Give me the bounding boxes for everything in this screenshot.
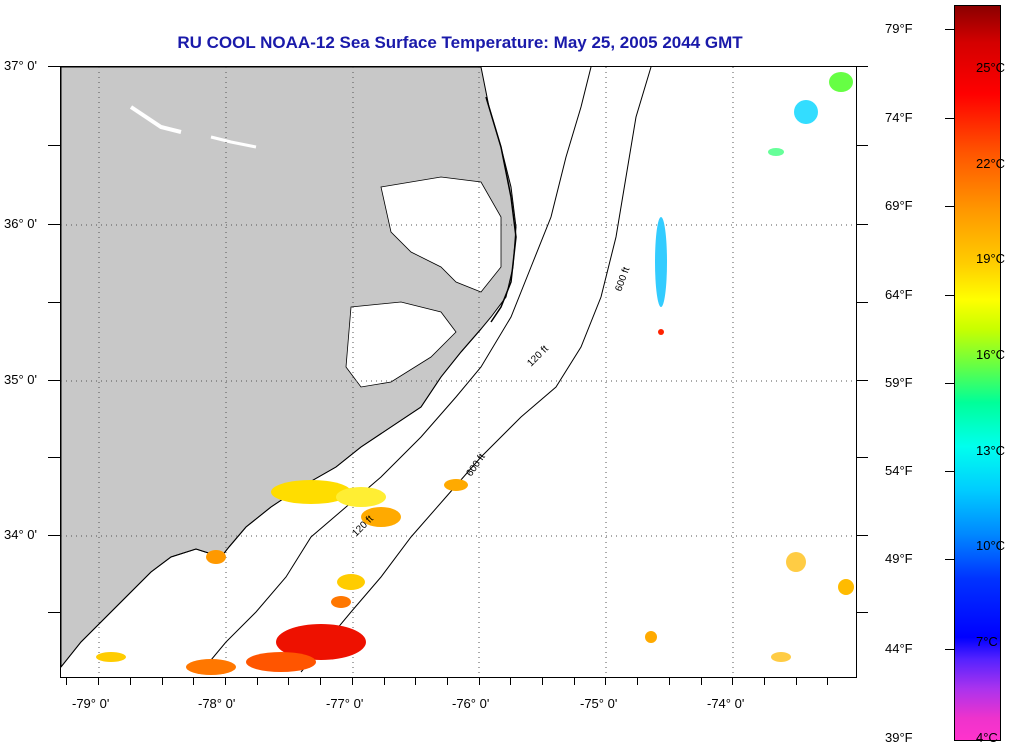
coastline [61, 328, 482, 668]
tick-right [856, 380, 868, 381]
colorbar-f-label: 54°F [885, 463, 913, 478]
colorbar-tick [945, 206, 954, 207]
lat-label-36: 36° 0' [4, 216, 37, 231]
river-2 [210, 135, 257, 149]
tick-right [856, 224, 868, 225]
tick-right [856, 145, 868, 146]
tick-bottom [732, 677, 733, 685]
tick-bottom [288, 677, 289, 685]
tick-left [48, 380, 60, 381]
tick-bottom [415, 677, 416, 685]
tick-left [48, 145, 60, 146]
tick-right [856, 612, 868, 613]
tick-bottom [225, 677, 226, 685]
tick-bottom [701, 677, 702, 685]
tick-left [48, 457, 60, 458]
lat-label-35: 35° 0' [4, 372, 37, 387]
river-1 [129, 105, 182, 134]
colorbar-tick [945, 383, 954, 384]
tick-bottom [542, 677, 543, 685]
tick-bottom [669, 677, 670, 685]
contour-label-600: 600 ft [613, 266, 632, 293]
tick-right [856, 66, 868, 67]
colorbar-f-label: 79°F [885, 21, 913, 36]
tick-bottom [130, 677, 131, 685]
colorbar-f-label: 64°F [885, 287, 913, 302]
tick-left [48, 66, 60, 67]
tick-bottom [162, 677, 163, 685]
colorbar-c-label: 16°C [976, 347, 1006, 362]
contour-label-120: 120 ft [525, 343, 551, 369]
pamlico-sound [345, 301, 457, 388]
tick-bottom [510, 677, 511, 685]
sst-patches [96, 72, 854, 675]
contour-label-600b: 600 ft [464, 452, 487, 479]
map-title: RU COOL NOAA-12 Sea Surface Temperature:… [177, 33, 743, 52]
colorbar-tick [945, 118, 954, 119]
tick-right [856, 302, 868, 303]
colorbar-c-label: 7°C [976, 634, 998, 649]
lon-label-77: -77° 0' [326, 696, 364, 711]
colorbar-f-label: 44°F [885, 641, 913, 656]
tick-left [48, 302, 60, 303]
tick-bottom [193, 677, 194, 685]
colorbar-c-label: 10°C [976, 538, 1006, 553]
lon-label-75: -75° 0' [580, 696, 618, 711]
colorbar-f-label: 39°F [885, 730, 913, 745]
colorbar-tick [945, 559, 954, 560]
colorbar-tick [945, 649, 954, 650]
lat-label-34: 34° 0' [4, 527, 37, 542]
colorbar-c-label: 25°C [976, 60, 1006, 75]
barrier-islands [485, 96, 517, 323]
lon-label-79: -79° 0' [72, 696, 110, 711]
colorbar-f-label: 49°F [885, 551, 913, 566]
colorbar-f-label: 59°F [885, 375, 913, 390]
tick-right [856, 535, 868, 536]
lon-label-76: -76° 0' [452, 696, 490, 711]
land-mass [61, 67, 517, 668]
colorbar-f-label: 74°F [885, 110, 913, 125]
sst-map: 120 ft 600 ft 120 ft 600 ft [60, 66, 857, 678]
tick-left [48, 224, 60, 225]
lon-label-78: -78° 0' [198, 696, 236, 711]
tick-bottom [827, 677, 828, 685]
tick-bottom [605, 677, 606, 685]
tick-left [48, 535, 60, 536]
tick-bottom [320, 677, 321, 685]
tick-bottom [447, 677, 448, 685]
lon-label-74: -74° 0' [707, 696, 745, 711]
colorbar-c-label: 4°C [976, 730, 998, 745]
colorbar-tick [945, 471, 954, 472]
colorbar-f-label: 69°F [885, 198, 913, 213]
tick-bottom [479, 677, 480, 685]
colorbar-c-label: 22°C [976, 156, 1006, 171]
tick-bottom [98, 677, 99, 685]
colorbar-tick [945, 29, 954, 30]
map-canvas: 120 ft 600 ft 120 ft 600 ft [61, 67, 856, 677]
tick-bottom [352, 677, 353, 685]
temperature-colorbar [954, 5, 1001, 741]
colorbar-tick [945, 295, 954, 296]
colorbar-c-label: 19°C [976, 251, 1006, 266]
tick-bottom [574, 677, 575, 685]
tick-bottom [637, 677, 638, 685]
tick-bottom [66, 677, 67, 685]
colorbar-c-label: 13°C [976, 443, 1006, 458]
albemarle-sound [380, 176, 502, 293]
contour-120ft [200, 67, 592, 673]
tick-right [856, 457, 868, 458]
tick-bottom [796, 677, 797, 685]
contour-600ft [300, 67, 652, 673]
tick-bottom [764, 677, 765, 685]
tick-bottom [384, 677, 385, 685]
tick-bottom [257, 677, 258, 685]
lat-label-37: 37° 0' [4, 58, 37, 73]
tick-left [48, 612, 60, 613]
